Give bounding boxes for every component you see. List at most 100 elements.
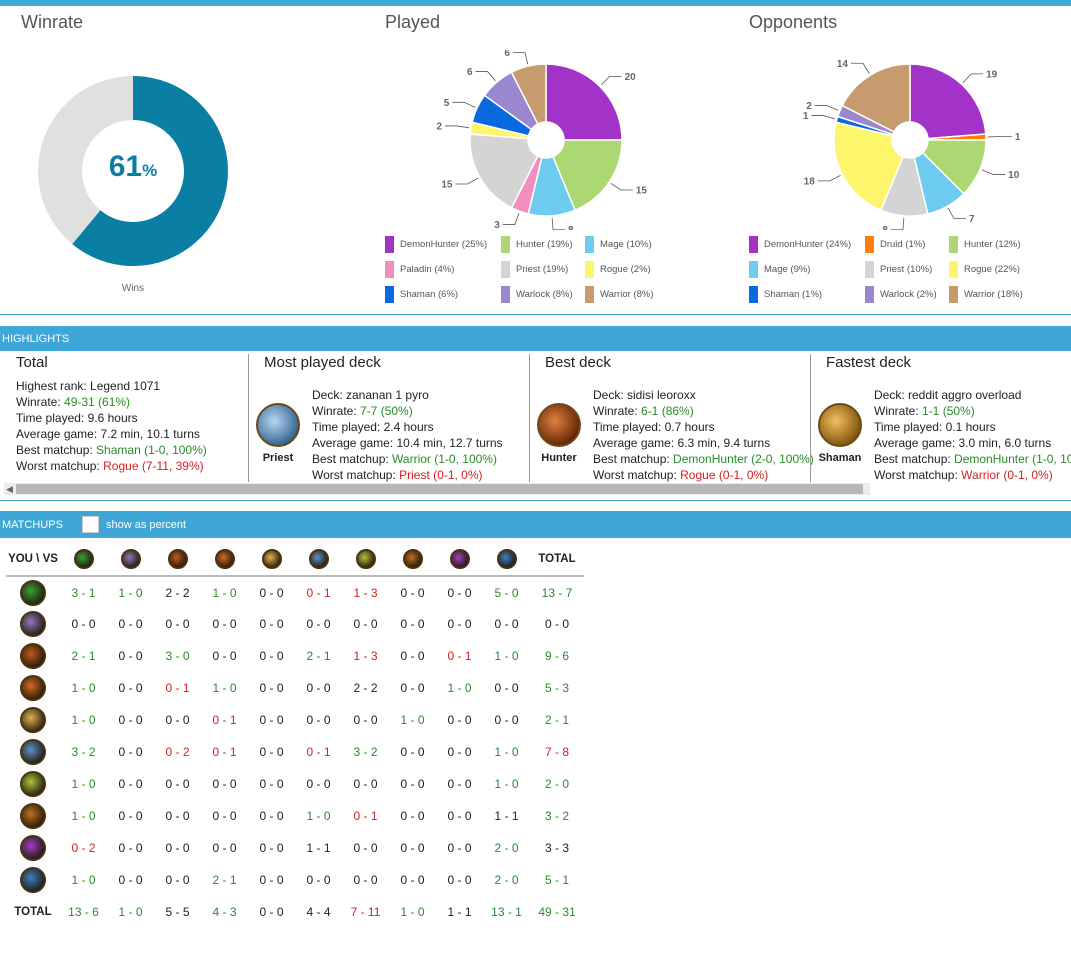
highlight-fastest-best: Best matchup: DemonHunter (1-0, 100%) — [874, 452, 1071, 466]
legend-swatch — [749, 286, 758, 303]
legend-label: Shaman (6%) — [400, 289, 459, 300]
legend-item-warrior[interactable]: Warrior (18%) — [949, 286, 1023, 303]
legend-label: Priest (10%) — [880, 264, 933, 275]
legend-item-shaman[interactable]: Shaman (1%) — [749, 286, 822, 303]
legend-item-priest[interactable]: Priest (10%) — [865, 261, 932, 278]
matchup-cell: 0 - 0 — [400, 617, 425, 631]
scrollbar-thumb[interactable] — [16, 484, 863, 494]
matchup-cell: 0 - 0 — [118, 841, 143, 855]
played-title: Played — [385, 12, 441, 32]
played-leader-line — [475, 71, 496, 81]
highlight-total-title: Total — [16, 354, 48, 371]
row-class-cell — [6, 768, 60, 800]
legend-item-hunter[interactable]: Hunter (19%) — [501, 236, 573, 253]
show-percent-checkbox[interactable] — [82, 516, 99, 533]
legend-item-druid[interactable]: Druid (1%) — [865, 236, 925, 253]
legend-item-mage[interactable]: Mage (10%) — [585, 236, 652, 253]
matchup-cell: 0 - 0 — [259, 841, 284, 855]
opponents-slice-label: 8 — [882, 225, 888, 230]
matchup-cell: 0 - 0 — [400, 649, 425, 663]
demonhunter-icon — [20, 835, 46, 861]
vs-column-header — [107, 543, 154, 577]
legend-swatch — [949, 286, 958, 303]
legend-item-warrior[interactable]: Warrior (8%) — [585, 286, 653, 303]
matchup-cell: 0 - 0 — [259, 681, 284, 695]
matchup-cell: 1 - 3 — [353, 585, 378, 600]
legend-label: Warrior (18%) — [964, 289, 1023, 300]
matchup-cell: 0 - 1 — [212, 745, 237, 759]
highlight-best-best: Best matchup: DemonHunter (2-0, 100%) — [593, 452, 814, 466]
legend-item-hunter[interactable]: Hunter (12%) — [949, 236, 1021, 253]
matchup-cell: 0 - 0 — [447, 617, 472, 631]
matchup-cell: 0 - 0 — [447, 713, 472, 727]
column-total-cell: 49 - 31 — [538, 905, 576, 919]
matchup-cell: 0 - 2 — [165, 745, 190, 759]
played-slice-label: 6 — [467, 67, 473, 78]
opponents-slice-label: 18 — [804, 176, 816, 187]
matchup-cell: 2 - 1 — [212, 873, 237, 887]
matchup-cell: 0 - 0 — [400, 809, 425, 823]
vs-column-header — [60, 543, 107, 577]
matchup-cell: 1 - 0 — [71, 809, 96, 823]
highlight-most-class: Priest — [262, 452, 294, 464]
matchup-cell: 1 - 0 — [71, 681, 96, 695]
highlight-best-title: Best deck — [545, 354, 611, 371]
mage-icon — [214, 549, 235, 569]
matchup-cell: 0 - 1 — [447, 649, 472, 663]
opponents-leader-line — [850, 62, 870, 74]
legend-item-priest[interactable]: Priest (19%) — [501, 261, 568, 278]
opponents-leader-line — [817, 175, 841, 182]
matchup-cell: 0 - 0 — [306, 617, 331, 631]
legend-item-paladin[interactable]: Paladin (4%) — [385, 261, 454, 278]
legend-label: Rogue (22%) — [964, 264, 1020, 275]
legend-label: DemonHunter (24%) — [764, 239, 852, 250]
opponents-leader-line — [814, 105, 839, 111]
matchup-cell: 0 - 0 — [212, 649, 237, 663]
highlight-best-time: Time played: 0.7 hours — [593, 420, 715, 434]
matchup-cell: 1 - 0 — [494, 649, 519, 663]
scroll-left-icon[interactable]: ◀ — [6, 484, 13, 494]
matchup-cell: 2 - 1 — [306, 649, 331, 663]
matchup-cell: 2 - 2 — [353, 681, 378, 695]
legend-item-demonhunter[interactable]: DemonHunter (25%) — [385, 236, 487, 253]
highlight-fastest-details: Deck: reddit aggro overload Winrate: 1-1… — [874, 387, 1071, 483]
matchup-cell: 2 - 0 — [494, 841, 519, 855]
opponents-slice-label: 19 — [986, 69, 998, 80]
row-class-cell — [6, 672, 60, 704]
row-total-cell: 7 - 8 — [544, 745, 569, 759]
highlight-total-best: Best matchup: Shaman (1-0, 100%) — [16, 443, 207, 457]
legend-item-rogue[interactable]: Rogue (22%) — [949, 261, 1020, 278]
matchup-cell: 0 - 0 — [447, 809, 472, 823]
highlights-scrollbar[interactable]: ◀ — [4, 483, 870, 495]
matchup-cell: 0 - 0 — [212, 617, 237, 631]
highlight-fastest-deck-name: Deck: reddit aggro overload — [874, 388, 1022, 402]
legend-item-rogue[interactable]: Rogue (2%) — [585, 261, 651, 278]
matchup-cell: 5 - 0 — [494, 585, 519, 600]
opponents-slice-label: 14 — [837, 59, 849, 70]
highlight-fastest-time: Time played: 0.1 hours — [874, 420, 996, 434]
legend-item-warlock[interactable]: Warlock (2%) — [865, 286, 937, 303]
legend-label: Warrior (8%) — [600, 289, 654, 300]
highlight-fastest-worst: Worst matchup: Warrior (0-1, 0%) — [874, 468, 1053, 482]
section-divider — [0, 314, 1071, 315]
row-total-cell: 13 - 7 — [541, 585, 573, 600]
legend-item-mage[interactable]: Mage (9%) — [749, 261, 810, 278]
row-class-cell — [6, 832, 60, 864]
opponents-leader-line — [962, 73, 984, 83]
hunter-icon — [20, 643, 46, 669]
priest-deck-icon — [256, 403, 300, 447]
warlock-icon — [20, 611, 46, 637]
legend-item-demonhunter[interactable]: DemonHunter (24%) — [749, 236, 851, 253]
matchup-cell: 3 - 2 — [353, 745, 378, 759]
vs-column-header — [201, 543, 248, 577]
legend-label: Hunter (19%) — [516, 239, 573, 250]
row-class-cell — [6, 736, 60, 768]
legend-item-shaman[interactable]: Shaman (6%) — [385, 286, 458, 303]
matchup-cell: 1 - 0 — [118, 585, 143, 600]
priest-icon — [308, 549, 329, 569]
matchup-cell: 0 - 0 — [259, 873, 284, 887]
legend-item-warlock[interactable]: Warlock (8%) — [501, 286, 573, 303]
played-slice-label: 20 — [625, 72, 637, 83]
opponents-slice-label: 1 — [1015, 132, 1021, 143]
matchup-cell: 1 - 0 — [71, 713, 96, 727]
